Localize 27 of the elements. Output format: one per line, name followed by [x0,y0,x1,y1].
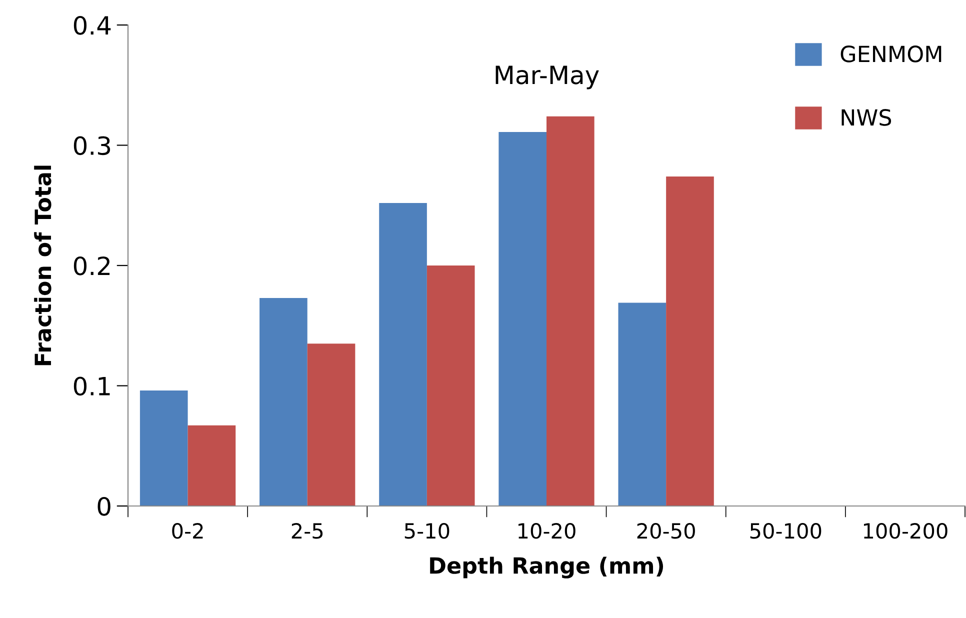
x-tick-label: 20-50 [637,523,695,539]
legend-label: GENMOM [840,46,942,62]
text: Mar-May [496,66,599,90]
bar [618,302,666,506]
y-tick-label: 0.1 [74,376,110,396]
bar [140,390,188,506]
y-tick-label: 0.2 [74,256,110,276]
x-tick-label: 50-100 [750,523,822,539]
x-tick-label: 5-10 [404,523,450,539]
bar [426,266,475,506]
x-tick-label: 0-2 [172,523,203,539]
bar [260,298,308,506]
bar [188,425,236,506]
bar [546,116,594,506]
y-tick-label: 0.3 [74,136,110,156]
legend-label: NWS [842,109,892,126]
bar [666,176,714,506]
y-tick-label: 0 [98,496,110,516]
y-tick-label: 0.4 [74,16,111,35]
x-tick-label: 2-5 [292,523,323,539]
bar [379,202,427,506]
x-axis-title: Depth Range (mm) [430,556,664,578]
x-tick-label: 10-20 [518,523,576,539]
y-axis-title: Fraction of Total [34,166,52,366]
bar [498,132,546,506]
bar [307,344,356,506]
x-tick-label: 100-200 [864,523,948,539]
